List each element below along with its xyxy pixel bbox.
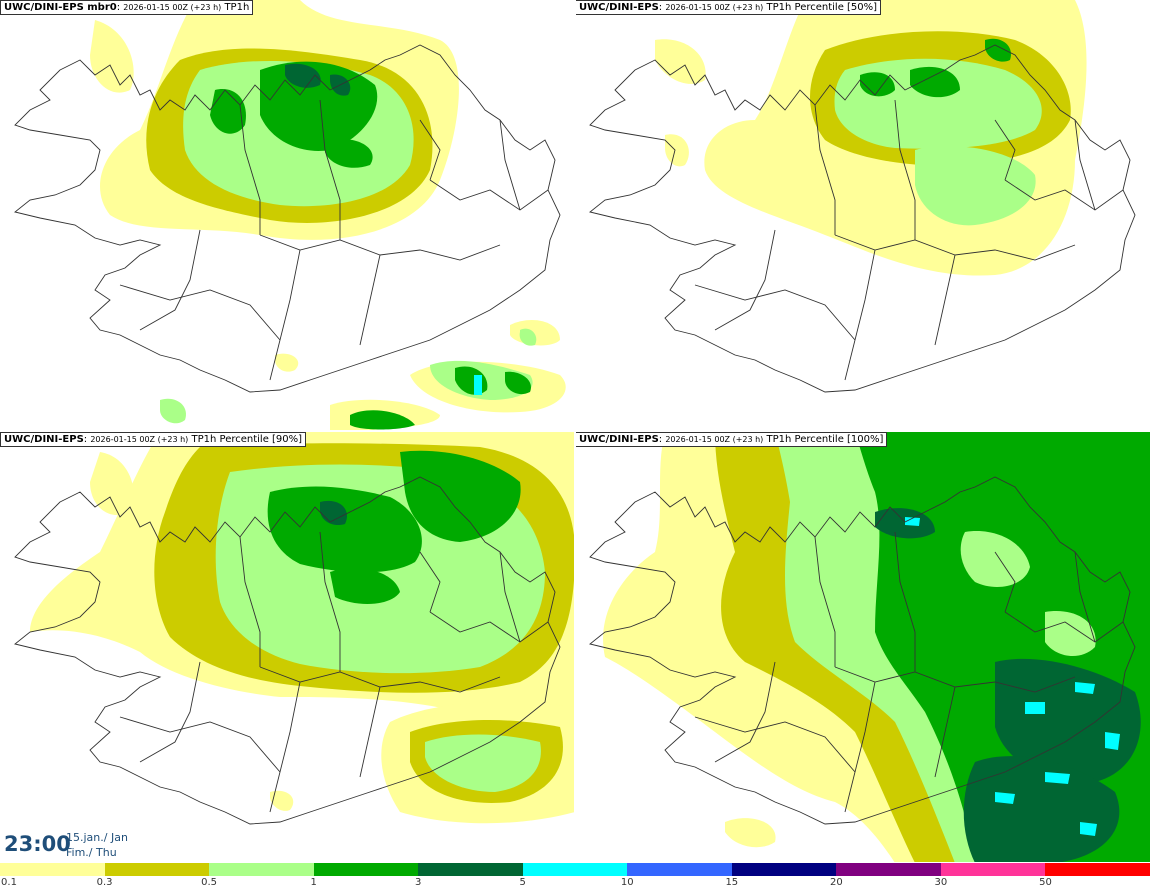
legend-swatch: [313, 863, 420, 876]
legend-tick-label: 50: [1039, 877, 1052, 888]
legend-swatch: [1045, 863, 1150, 876]
legend-tick-label: 0.1: [1, 877, 17, 888]
legend-swatch: [522, 863, 629, 876]
legend-swatch: [418, 863, 524, 876]
legend-tick-label: 0.5: [201, 877, 218, 888]
color-scale-legend: 0.1 0.3 0.5 1 3 5 10 15 20 30 50: [0, 862, 1150, 891]
legend-swatch: [731, 863, 838, 876]
legend-tick-label: 0.3: [96, 877, 113, 888]
iceland-coastline: [14, 44, 561, 393]
legend-swatch: [627, 863, 733, 876]
iceland-coastline: [589, 476, 1136, 825]
precip-field: [90, 0, 566, 431]
legend-tick-label: 1: [310, 877, 317, 888]
precip-field: [603, 432, 1150, 863]
panel-title: UWC/DINI-EPS: 2026-01-15 00Z (+23 h) TP1…: [0, 432, 307, 447]
legend-swatch: [104, 863, 211, 876]
panel-title: UWC/DINI-EPS: 2026-01-15 00Z (+23 h) TP1…: [575, 0, 882, 15]
legend-tick-label: 5: [519, 877, 526, 888]
map-panel-p50: UWC/DINI-EPS: 2026-01-15 00Z (+23 h) TP1…: [575, 0, 1150, 431]
precipitation-map: [14, 0, 566, 431]
iceland-coastline: [589, 44, 1136, 393]
legend-tick-label: 3: [414, 877, 422, 888]
precip-field: [655, 0, 1087, 276]
precipitation-map: [589, 0, 1136, 393]
legend-tick-label: 20: [829, 877, 843, 888]
panel-title: UWC/DINI-EPS mbr0: 2026-01-15 00Z (+23 h…: [0, 0, 254, 15]
valid-time: 23:00: [4, 832, 71, 856]
legend-swatch: [0, 863, 106, 876]
panel-divider-horizontal: [0, 430, 1150, 432]
valid-time-box: 23:00 15.jan./ Jan Fim./ Thu: [0, 828, 140, 862]
map-panel-p100: UWC/DINI-EPS: 2026-01-15 00Z (+23 h) TP1…: [575, 432, 1150, 863]
legend-swatch: [940, 863, 1047, 876]
precipitation-map: [589, 432, 1150, 863]
map-panel-p90: UWC/DINI-EPS: 2026-01-15 00Z (+23 h) TP1…: [0, 432, 575, 863]
legend-tick-label: 30: [934, 877, 948, 888]
valid-date: 15.jan./ Jan: [66, 831, 128, 844]
legend-tick-label: 10: [620, 877, 634, 888]
valid-weekday: Fim./ Thu: [66, 846, 117, 859]
legend-tick-label: 15: [725, 877, 739, 888]
iceland-coastline: [14, 476, 561, 825]
legend-swatch: [836, 863, 942, 876]
map-panel-member0: UWC/DINI-EPS mbr0: 2026-01-15 00Z (+23 h…: [0, 0, 575, 431]
panel-title: UWC/DINI-EPS: 2026-01-15 00Z (+23 h) TP1…: [575, 432, 888, 447]
precipitation-map: [14, 432, 575, 825]
legend-swatch: [209, 863, 315, 876]
